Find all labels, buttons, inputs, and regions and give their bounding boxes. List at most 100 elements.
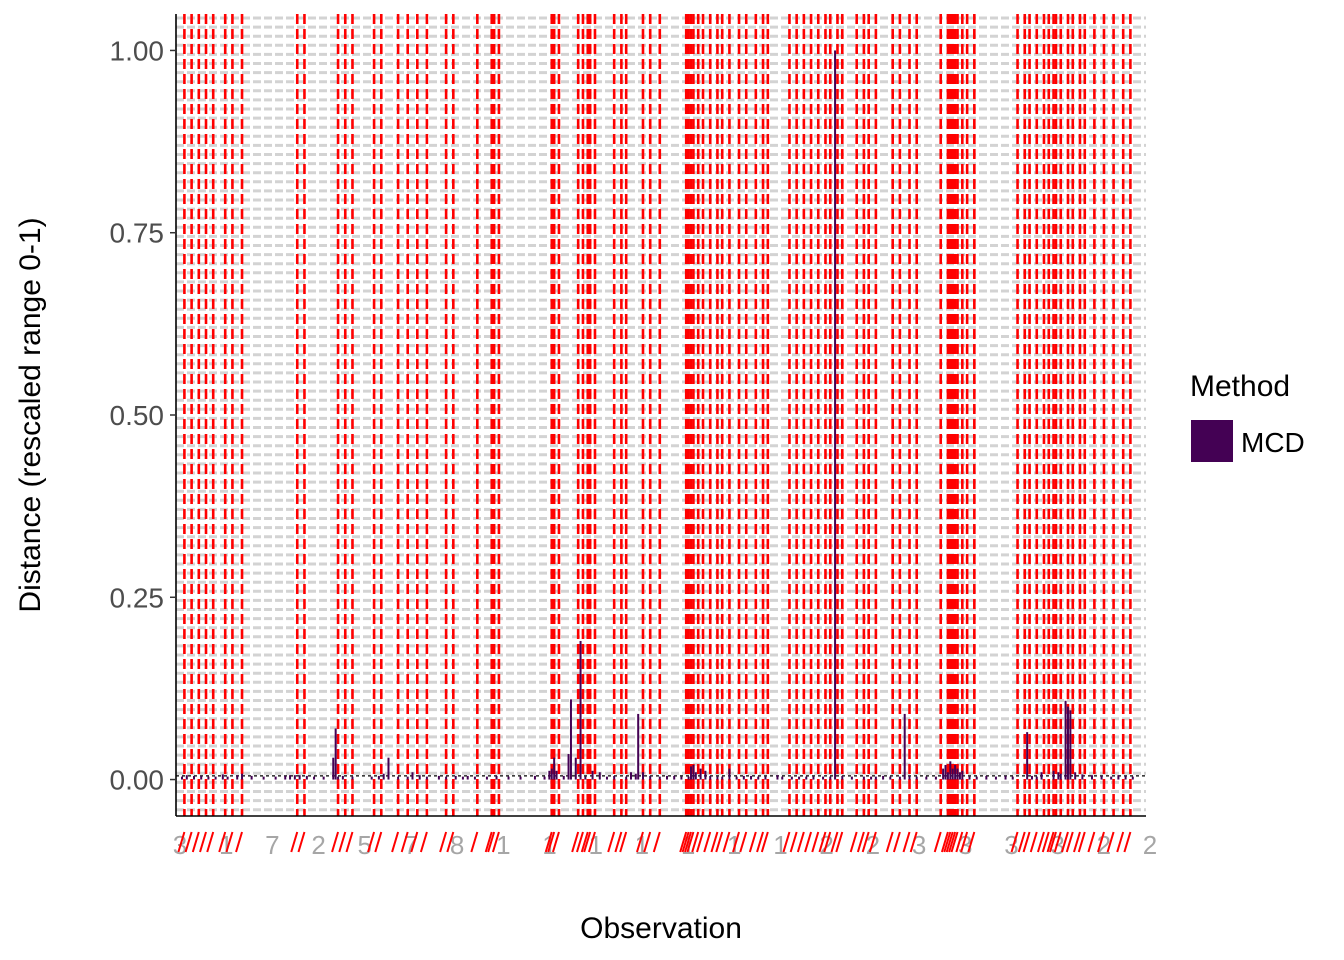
bar: [908, 775, 911, 780]
x-tick-outlier: [856, 831, 865, 853]
bar: [1052, 770, 1055, 780]
bar: [495, 775, 498, 780]
bar: [687, 776, 690, 780]
x-tick-outlier: [487, 831, 496, 853]
x-tick-outlier: [1010, 831, 1019, 853]
x-tick-outlier: [1097, 831, 1105, 853]
x-tick-label: 8: [450, 830, 464, 860]
bar: [236, 775, 239, 780]
bar: [274, 776, 277, 780]
bar: [579, 641, 582, 780]
bar: [841, 775, 844, 780]
bar: [822, 776, 825, 780]
bar: [553, 757, 556, 780]
x-tick-outlier: [1087, 831, 1096, 853]
bar: [181, 776, 183, 780]
x-tick-outlier: [576, 831, 584, 853]
bar: [680, 776, 683, 780]
bar: [1117, 775, 1120, 780]
bar: [812, 776, 815, 780]
bar: [305, 775, 308, 780]
y-tick-label: 0.75: [110, 218, 165, 249]
bar: [507, 776, 510, 780]
y-axis-ticks: 0.00 0.25 0.50 0.75 1.00: [110, 35, 176, 796]
x-tick-outlier: [823, 831, 832, 853]
x-tick-label: 1: [496, 830, 510, 860]
x-tick-outlier: [588, 831, 596, 853]
bar: [985, 775, 988, 780]
x-tick-outlier: [484, 831, 493, 853]
bar: [1064, 700, 1067, 780]
y-tick-label: 0.50: [110, 400, 165, 431]
bar: [567, 754, 570, 780]
bar: [728, 768, 731, 780]
bar: [958, 772, 961, 780]
x-tick-outlier: [748, 831, 757, 853]
legend-title: Method: [1190, 370, 1290, 403]
x-tick-outlier: [470, 831, 479, 853]
x-tick-outlier: [830, 831, 839, 853]
x-tick-outlier: [804, 831, 813, 853]
bar: [903, 713, 906, 780]
bar: [337, 776, 340, 780]
x-tick-outlier: [868, 831, 877, 853]
bar: [915, 776, 918, 780]
x-tick-outlier: [679, 831, 688, 853]
bar: [1026, 732, 1029, 780]
x-tick-outlier: [684, 831, 692, 853]
bar: [485, 776, 488, 780]
legend-key-mcd: [1191, 420, 1233, 462]
x-tick-outlier: [580, 831, 589, 853]
bar: [798, 776, 801, 780]
bar: [1090, 775, 1093, 780]
bar: [298, 775, 301, 780]
x-tick-outlier: [902, 831, 911, 853]
x-tick-outlier: [206, 831, 215, 853]
x-tick-outlier: [547, 831, 556, 853]
x-tick-outlier: [945, 831, 954, 853]
bar: [975, 776, 978, 780]
bar: [750, 775, 753, 780]
bar: [550, 768, 553, 780]
bar: [934, 776, 937, 780]
bar: [634, 773, 637, 780]
x-tick-outlier: [681, 831, 690, 853]
bar: [574, 757, 577, 780]
x-tick-outlier: [811, 831, 820, 853]
x-tick-label: 1: [635, 830, 649, 860]
x-tick-outlier: [551, 831, 560, 853]
x-tick-outlier: [607, 831, 616, 853]
legend-label-mcd: MCD: [1241, 427, 1305, 458]
x-tick-outlier: [191, 831, 200, 853]
x-tick-outlier: [933, 831, 942, 853]
x-tick-outlier: [446, 831, 455, 853]
x-tick-outlier: [1041, 831, 1050, 853]
x-tick-outlier: [290, 831, 299, 853]
bar: [334, 728, 337, 780]
bar: [961, 770, 964, 780]
bar: [406, 776, 409, 780]
bar: [658, 776, 661, 780]
bar: [781, 776, 784, 780]
bar: [1066, 706, 1069, 780]
bar: [666, 775, 669, 780]
x-tick-label: 7: [404, 830, 418, 860]
bar: [584, 776, 587, 780]
bar: [870, 776, 873, 780]
x-tick-outlier: [760, 831, 769, 853]
bar: [946, 772, 949, 780]
bar: [613, 775, 616, 780]
x-axis-tick-labels: 3172578111111122333322: [173, 830, 1157, 860]
bar: [411, 772, 414, 780]
bar: [377, 775, 380, 780]
x-tick-outlier: [374, 831, 383, 853]
bar: [1011, 776, 1014, 780]
x-tick-outlier: [410, 831, 419, 853]
bar: [1110, 776, 1113, 780]
bar: [1100, 775, 1103, 780]
x-tick-outlier: [1046, 831, 1055, 853]
x-tick-label: 5: [358, 830, 372, 860]
x-tick-outlier: [419, 831, 428, 853]
bar: [1040, 772, 1043, 780]
